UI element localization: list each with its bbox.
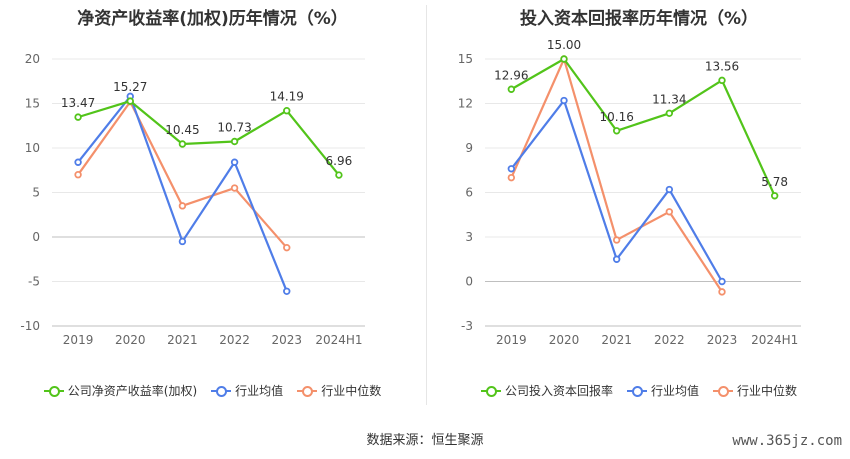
y-tick-label: -5 <box>28 275 40 289</box>
legend-line-icon <box>297 385 318 397</box>
data-source-note: 数据来源：恒生聚源 <box>366 433 484 448</box>
watermark: www.365jz.com <box>732 433 842 449</box>
data-label: 12.96 <box>494 68 528 82</box>
data-point <box>612 127 621 135</box>
x-tick-label: 2019 <box>63 333 94 347</box>
series-line-0 <box>77 99 340 176</box>
data-point <box>230 184 239 192</box>
legend: 公司净资产收益率(加权) 行业均值 行业中位数 <box>0 382 425 399</box>
legend-label: 公司投入资本回报率 <box>504 384 613 398</box>
panel-divider <box>426 5 427 405</box>
legend-label: 行业均值 <box>235 384 284 398</box>
data-point <box>283 107 291 115</box>
data-point <box>560 96 568 105</box>
data-point <box>335 171 343 179</box>
data-label: 15.00 <box>547 38 581 52</box>
y-tick-label: -10 <box>20 319 40 333</box>
y-tick-label: 0 <box>465 275 473 289</box>
y-tick-label: 6 <box>465 186 473 200</box>
y-tick-label: 9 <box>465 141 473 155</box>
data-label: 11.34 <box>652 92 686 106</box>
y-tick-label: 10 <box>25 141 40 155</box>
legend-item-company[interactable]: 公司净资产收益率(加权) <box>43 382 198 399</box>
data-point <box>560 55 568 63</box>
x-tick-label: 2022 <box>219 333 250 347</box>
legend-label: 行业均值 <box>650 384 699 398</box>
roic-chart-panel: 投入资本回报率历年情况（%） -3 0 3 6 9 12 15 2019 2020 2021 202… <box>428 0 850 410</box>
x-tick-label: 2021 <box>601 333 632 347</box>
data-point <box>230 137 239 146</box>
x-tick-label: 2022 <box>654 333 685 347</box>
legend-item-industry-average[interactable]: 行业均值 <box>626 382 699 399</box>
data-point <box>770 192 779 200</box>
data-point <box>612 236 621 244</box>
data-point <box>230 158 239 166</box>
data-point <box>507 173 516 182</box>
data-point <box>283 243 291 252</box>
data-point <box>665 185 674 194</box>
x-tick-label: 2023 <box>271 333 302 347</box>
data-point <box>283 287 291 295</box>
data-point <box>74 113 82 121</box>
chart-title: 投入资本回报率历年情况（%） <box>519 9 759 29</box>
y-tick-label: 5 <box>32 186 40 200</box>
data-point <box>665 109 674 117</box>
y-tick-label: 12 <box>458 97 473 111</box>
data-point <box>74 170 82 179</box>
legend-item-industry-median[interactable]: 行业中位数 <box>297 382 381 399</box>
x-tick-label: 2019 <box>496 333 527 347</box>
data-point <box>718 277 726 286</box>
x-tick-label: 2021 <box>167 333 198 347</box>
roe-line-chart: -10 -5 0 5 10 15 20 2019 2020 2021 2022 2023 2024H1 1… <box>20 52 365 347</box>
data-label: 13.47 <box>61 96 95 110</box>
series-line-0 <box>510 57 776 197</box>
data-label: 14.19 <box>270 90 304 104</box>
data-label: 13.56 <box>705 59 739 73</box>
roic-line-chart: -3 0 3 6 9 12 15 2019 2020 2021 2022 2023 2024H1 12.9… <box>458 38 801 347</box>
x-tick-label: 2023 <box>707 333 738 347</box>
x-tick-label: 2024H1 <box>315 333 362 347</box>
legend-line-icon <box>480 385 501 397</box>
chart-title: 净资产收益率(加权)历年情况（%） <box>77 9 348 29</box>
y-tick-label: 20 <box>25 52 40 66</box>
legend: 公司投入资本回报率 行业均值 行业中位数 <box>428 382 850 399</box>
y-tick-label: 15 <box>458 52 473 66</box>
roe-chart-panel: 净资产收益率(加权)历年情况（%） -10 -5 0 5 10 15 20 2019 2020 2… <box>0 0 425 410</box>
data-point <box>507 85 516 93</box>
x-tick-label: 2020 <box>115 333 146 347</box>
data-point <box>718 288 726 296</box>
data-point <box>612 255 621 263</box>
data-point <box>507 165 516 173</box>
data-point <box>718 76 726 85</box>
data-point <box>178 237 187 246</box>
legend-line-icon <box>43 385 64 397</box>
data-point <box>126 97 134 105</box>
y-tick-label: -3 <box>461 319 473 333</box>
legend-label: 行业中位数 <box>321 384 382 398</box>
y-tick-label: 15 <box>25 97 40 111</box>
legend-item-company[interactable]: 公司投入资本回报率 <box>480 382 613 399</box>
data-label: 15.27 <box>113 80 147 94</box>
data-label: 10.73 <box>217 121 251 135</box>
x-tick-label: 2020 <box>549 333 580 347</box>
x-tick-label: 2024H1 <box>751 333 798 347</box>
data-label: 10.45 <box>165 123 199 137</box>
legend-line-icon <box>626 385 647 397</box>
data-label: 5.78 <box>761 175 788 189</box>
data-point <box>178 202 187 210</box>
legend-label: 行业中位数 <box>737 384 798 398</box>
legend-line-icon <box>211 385 232 397</box>
data-label: 6.96 <box>326 154 353 168</box>
y-tick-label: 3 <box>465 230 473 244</box>
legend-line-icon <box>713 385 733 397</box>
y-tick-label: 0 <box>32 230 40 244</box>
legend-item-industry-median[interactable]: 行业中位数 <box>713 382 797 399</box>
legend-label: 公司净资产收益率(加权) <box>67 384 198 398</box>
legend-item-industry-average[interactable]: 行业均值 <box>211 382 283 399</box>
data-label: 10.16 <box>599 110 633 124</box>
data-point <box>74 158 82 166</box>
data-point <box>665 208 674 216</box>
data-point <box>178 140 187 148</box>
